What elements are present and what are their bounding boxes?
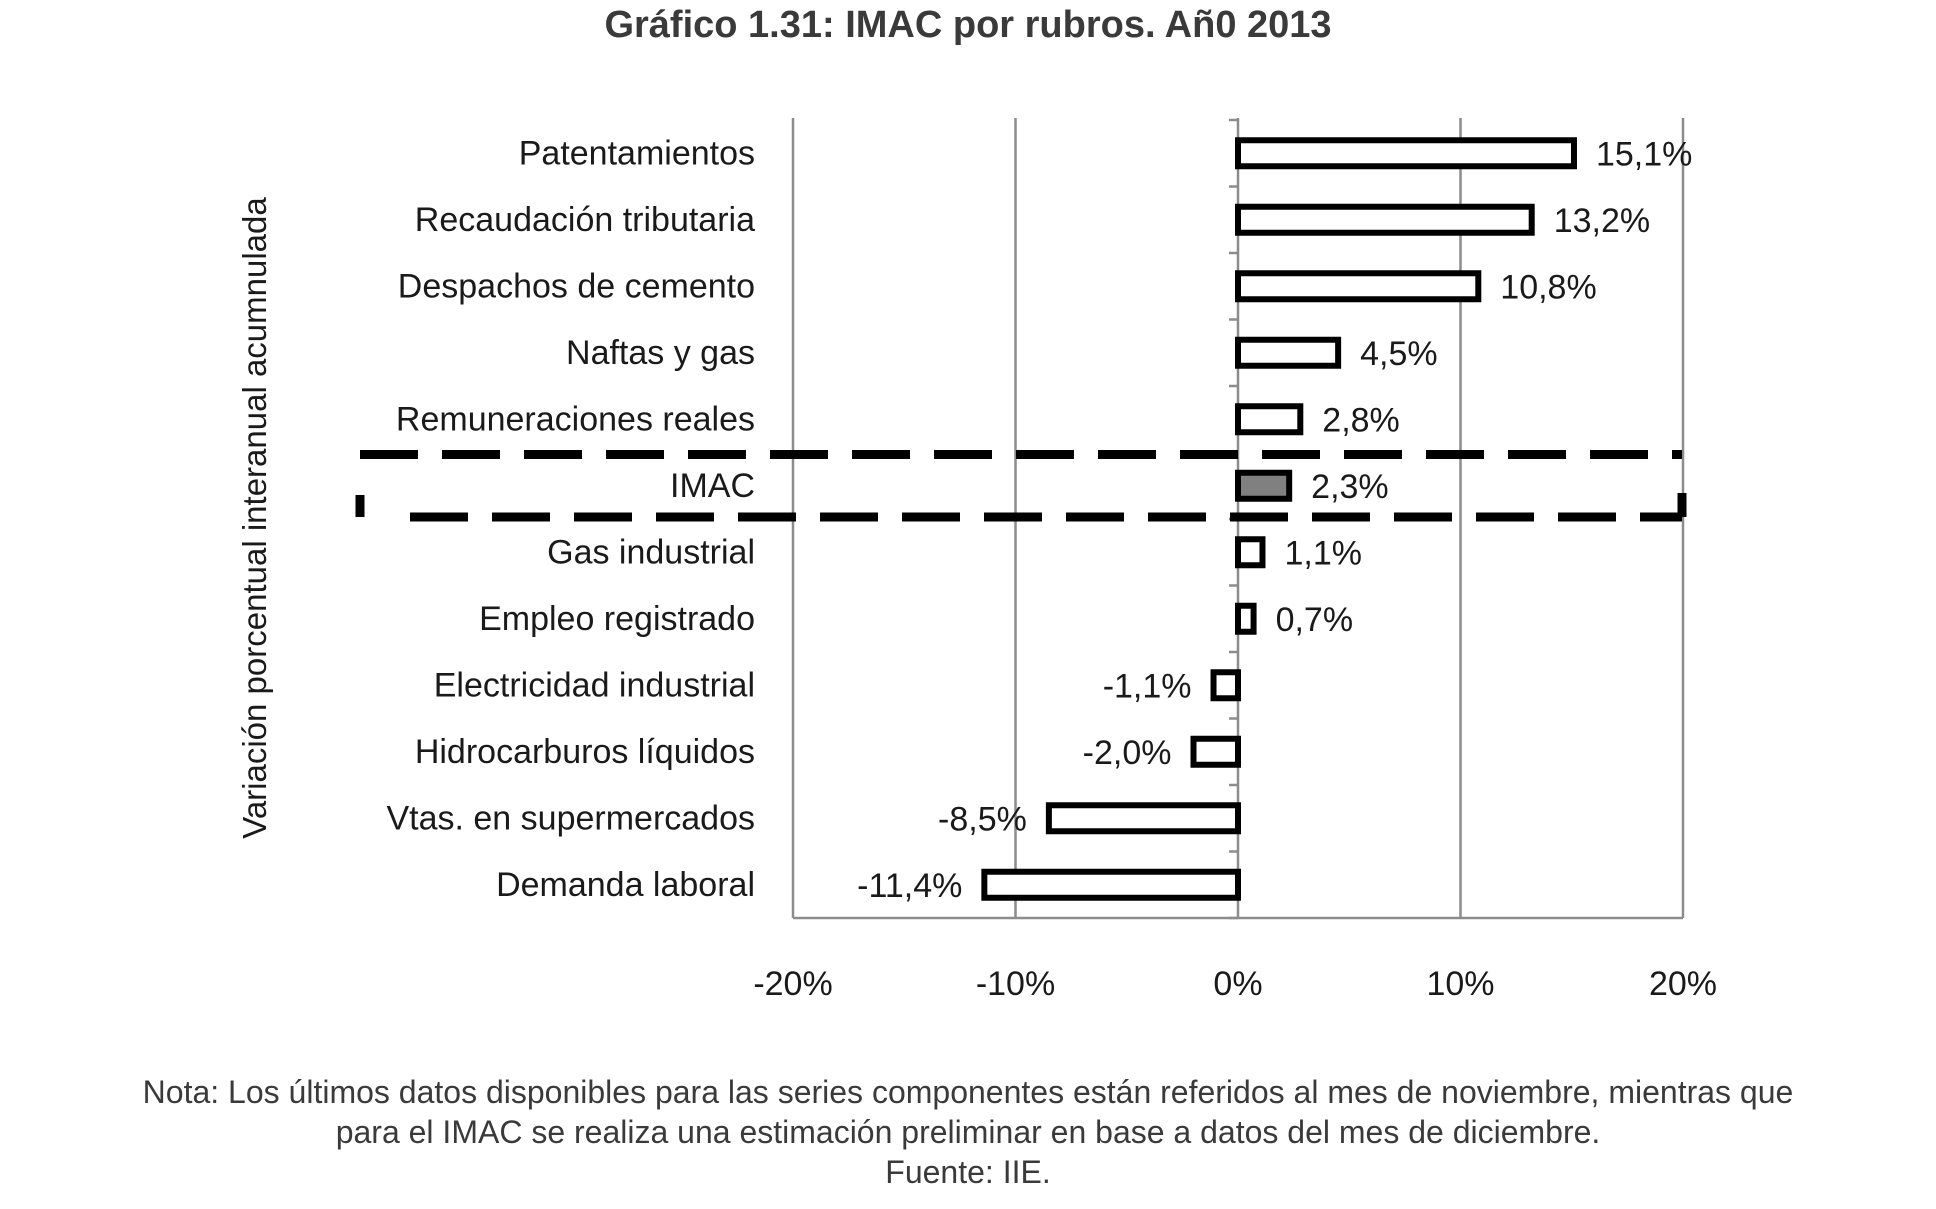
x-tick-label: 10% (1426, 965, 1494, 1003)
category-label: Empleo registrado (479, 600, 755, 638)
highlight-box (355, 450, 1687, 522)
bar (1235, 270, 1482, 303)
data-label: -1,1% (1103, 667, 1192, 705)
category-label: Patentamientos (519, 134, 755, 172)
data-label: 1,1% (1284, 534, 1362, 572)
source-line: Fuente: IIE. (885, 1154, 1051, 1190)
bar (1190, 735, 1241, 768)
category-label: Remuneraciones reales (396, 400, 755, 438)
category-label: Recaudación tributaria (415, 201, 755, 239)
bar (1235, 469, 1293, 502)
data-label: -2,0% (1083, 734, 1172, 772)
category-label: Hidrocarburos líquidos (415, 733, 755, 771)
data-label: 15,1% (1596, 135, 1692, 173)
bars-layer (981, 137, 1577, 901)
chart-title: Gráfico 1.31: IMAC por rubros. Añ0 2013 (604, 4, 1332, 46)
bar (1045, 802, 1241, 835)
category-label: Despachos de cemento (398, 267, 755, 305)
data-label: 10,8% (1500, 268, 1596, 306)
y-axis-title: Variación porcentual interanual acumnula… (236, 197, 273, 839)
data-label: 2,3% (1311, 468, 1389, 506)
x-tick-label: 20% (1649, 965, 1717, 1003)
data-label: 2,8% (1322, 401, 1400, 439)
bar (1235, 403, 1304, 436)
data-label: -11,4% (857, 867, 962, 905)
bar (981, 868, 1241, 901)
category-label: IMAC (670, 467, 755, 505)
category-label: Naftas y gas (566, 334, 755, 372)
labels-layer: -20% -10% 0% 10% 20% Patentamientos 15,1% Recau… (386, 134, 1717, 1003)
bar (1235, 536, 1266, 569)
category-label: Gas industrial (547, 533, 755, 571)
chart-note: Nota: Los últimos datos disponibles para… (0, 1072, 1936, 1192)
note-line-2: para el IMAC se realiza una estimación p… (335, 1114, 1601, 1150)
note-line-1: Nota: Los últimos datos disponibles para… (142, 1074, 1794, 1110)
data-label: 0,7% (1276, 601, 1354, 639)
bar (1210, 669, 1242, 702)
bar (1235, 203, 1535, 236)
bar (1235, 602, 1257, 635)
x-tick-label: -10% (976, 965, 1055, 1003)
category-label: Electricidad industrial (434, 666, 755, 704)
data-label: -8,5% (938, 800, 1027, 838)
category-label: Vtas. en supermercados (386, 799, 755, 837)
data-label: 13,2% (1554, 202, 1650, 240)
x-tick-label: -20% (753, 965, 832, 1003)
bar (1235, 336, 1342, 369)
bar (1235, 137, 1577, 170)
x-tick-label: 0% (1213, 965, 1262, 1003)
category-label: Demanda laboral (496, 866, 755, 904)
data-label: 4,5% (1360, 335, 1438, 373)
